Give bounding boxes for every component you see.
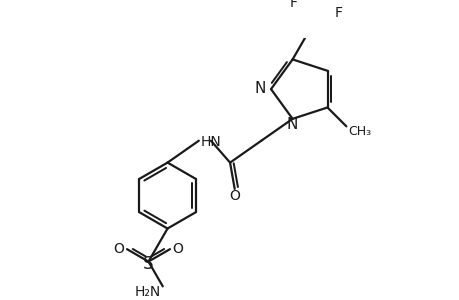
Text: H₂N: H₂N <box>134 285 161 299</box>
Text: O: O <box>229 189 240 202</box>
Text: HN: HN <box>200 135 221 149</box>
Text: F: F <box>334 6 342 20</box>
Text: N: N <box>285 117 297 132</box>
Text: F: F <box>289 0 297 10</box>
Text: CH₃: CH₃ <box>347 125 370 138</box>
Text: O: O <box>172 242 183 256</box>
Text: S: S <box>143 255 153 273</box>
Text: O: O <box>113 242 124 256</box>
Text: N: N <box>254 81 265 96</box>
